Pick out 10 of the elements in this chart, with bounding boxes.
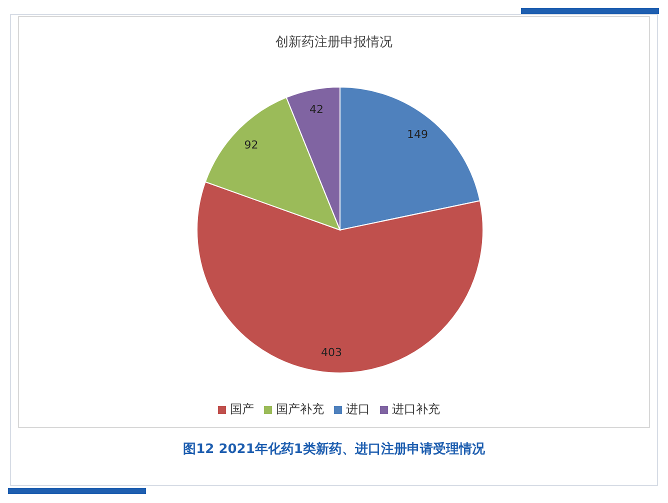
data-label: 403: [321, 346, 342, 360]
data-label: 149: [407, 128, 428, 142]
legend-label: 国产补充: [276, 402, 324, 416]
legend-label: 国产: [230, 402, 254, 416]
chart-title: 创新药注册申报情况: [274, 34, 394, 52]
legend-label: 进口: [346, 402, 370, 416]
data-label: 92: [244, 138, 258, 152]
legend-label: 进口补充: [392, 402, 440, 416]
caption: 图12 2021年化药1类新药、进口注册申请受理情况: [182, 440, 486, 458]
data-label: 42: [309, 102, 324, 116]
